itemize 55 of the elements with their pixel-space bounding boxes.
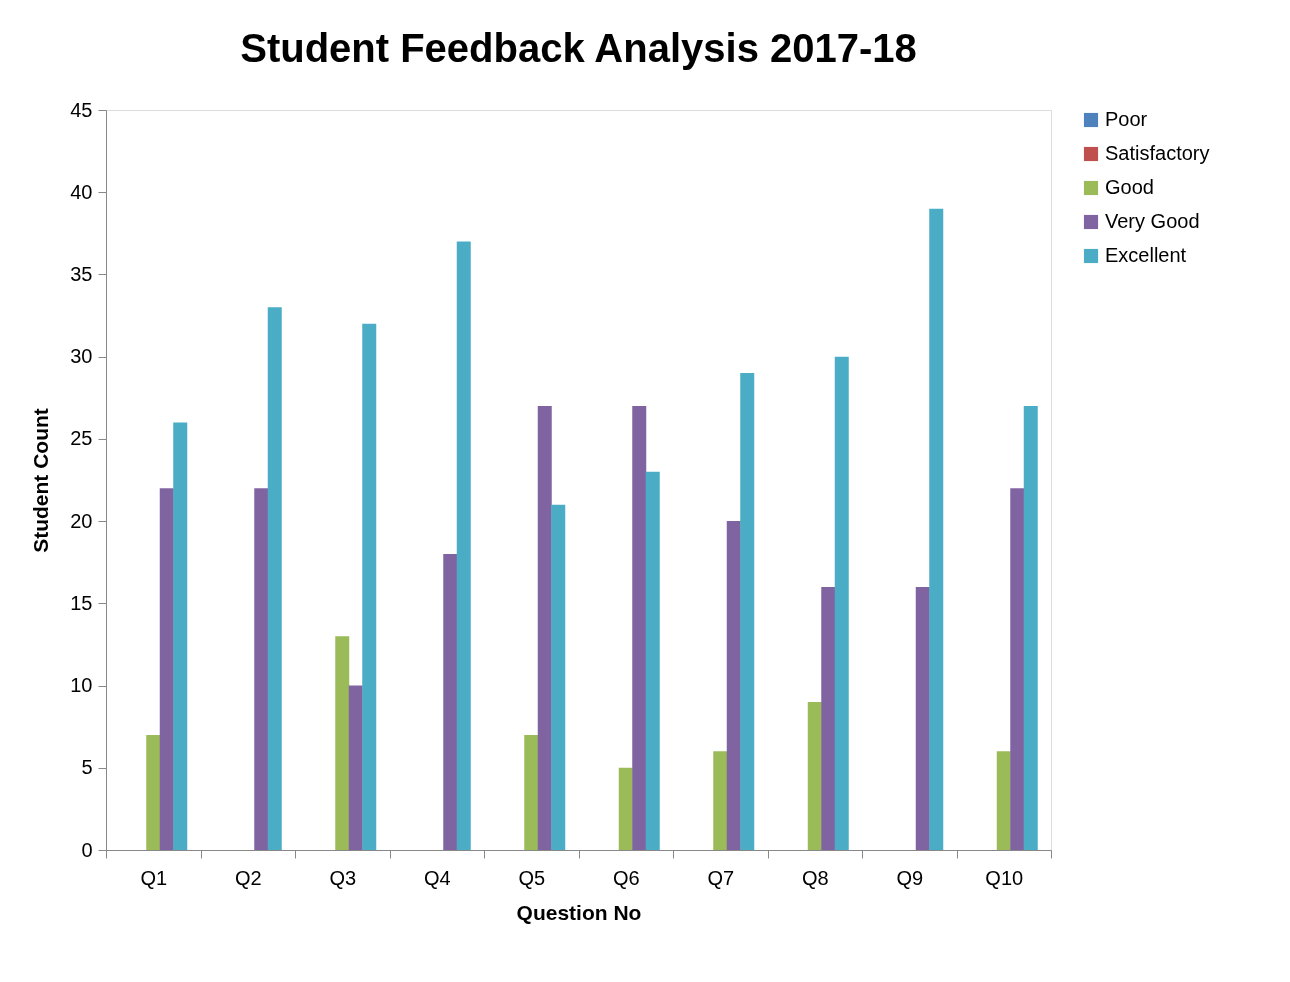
y-tick-label: 15 (70, 591, 93, 614)
y-tick-label: 0 (81, 838, 93, 861)
legend-label: Very Good (1105, 210, 1200, 232)
bar (254, 488, 269, 850)
bar (456, 241, 471, 850)
y-tick-label: 35 (70, 262, 93, 285)
x-tick-label: Q3 (329, 866, 357, 889)
bar (1023, 406, 1038, 850)
bar (362, 323, 377, 850)
legend-label: Excellent (1105, 244, 1187, 266)
legend-label: Good (1105, 176, 1154, 198)
bar (915, 586, 930, 850)
bar (1010, 488, 1025, 850)
bar (348, 685, 363, 850)
legend-label: Poor (1105, 108, 1148, 130)
x-tick-label: Q8 (801, 866, 829, 889)
x-tick-label: Q7 (707, 866, 735, 889)
y-axis-title: Student Count (29, 408, 53, 553)
y-tick-label: 10 (70, 674, 93, 697)
x-tick-label: Q1 (140, 866, 168, 889)
y-tick-label: 30 (70, 345, 93, 368)
bar (537, 406, 552, 850)
x-tick-label: Q6 (612, 866, 640, 889)
chart-title: Student Feedback Analysis 2017-18 (240, 26, 917, 70)
bar (618, 767, 633, 850)
bar (443, 554, 458, 850)
bar (929, 208, 944, 850)
x-tick-label: Q2 (234, 866, 262, 889)
y-tick-label: 5 (81, 756, 93, 779)
bar (740, 373, 755, 850)
x-tick-label: Q9 (896, 866, 924, 889)
bar (821, 586, 836, 850)
x-tick-label: Q4 (423, 866, 451, 889)
y-tick-label: 25 (70, 427, 93, 450)
bar (996, 751, 1011, 850)
bar (834, 356, 849, 850)
bar (807, 702, 822, 850)
legend-label: Satisfactory (1105, 142, 1210, 164)
bar (713, 751, 728, 850)
bar (726, 521, 741, 850)
y-tick-label: 40 (70, 180, 93, 203)
bar (335, 636, 350, 850)
bar (551, 504, 566, 850)
y-tick-label: 20 (70, 509, 93, 532)
bar (267, 307, 282, 850)
bar (632, 406, 647, 850)
x-tick-label: Q5 (518, 866, 546, 889)
x-axis-title: Question No (516, 900, 642, 924)
bar (159, 488, 174, 850)
y-tick-label: 45 (70, 98, 93, 121)
bar (146, 734, 161, 850)
bar (645, 471, 660, 850)
bar (173, 422, 188, 850)
bar (524, 734, 539, 850)
x-tick-label: Q10 (985, 866, 1024, 889)
